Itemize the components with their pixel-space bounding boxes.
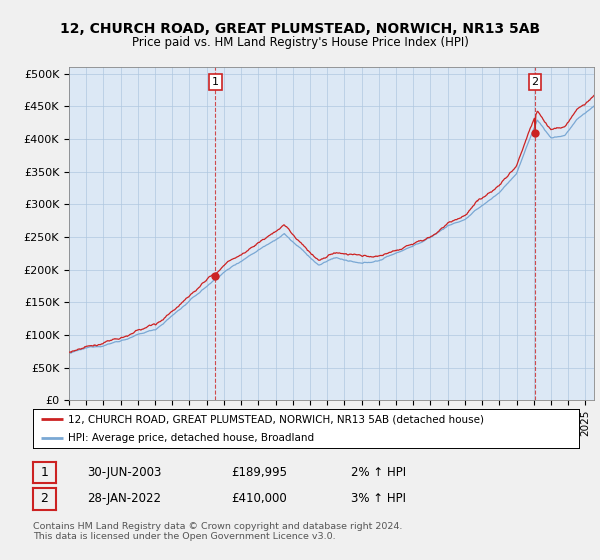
Text: 3% ↑ HPI: 3% ↑ HPI — [351, 492, 406, 505]
Text: 1: 1 — [40, 466, 49, 479]
Text: 12, CHURCH ROAD, GREAT PLUMSTEAD, NORWICH, NR13 5AB: 12, CHURCH ROAD, GREAT PLUMSTEAD, NORWIC… — [60, 22, 540, 36]
Text: 30-JUN-2003: 30-JUN-2003 — [87, 465, 161, 479]
Text: £189,995: £189,995 — [231, 465, 287, 479]
Text: 1: 1 — [212, 77, 219, 87]
Text: 2: 2 — [40, 492, 49, 506]
Text: Contains HM Land Registry data © Crown copyright and database right 2024.
This d: Contains HM Land Registry data © Crown c… — [33, 522, 403, 542]
Text: 12, CHURCH ROAD, GREAT PLUMSTEAD, NORWICH, NR13 5AB (detached house): 12, CHURCH ROAD, GREAT PLUMSTEAD, NORWIC… — [68, 414, 484, 424]
Text: 2% ↑ HPI: 2% ↑ HPI — [351, 465, 406, 479]
Text: Price paid vs. HM Land Registry's House Price Index (HPI): Price paid vs. HM Land Registry's House … — [131, 36, 469, 49]
Text: HPI: Average price, detached house, Broadland: HPI: Average price, detached house, Broa… — [68, 433, 314, 443]
Text: £410,000: £410,000 — [231, 492, 287, 505]
Text: 2: 2 — [532, 77, 539, 87]
Text: 28-JAN-2022: 28-JAN-2022 — [87, 492, 161, 505]
